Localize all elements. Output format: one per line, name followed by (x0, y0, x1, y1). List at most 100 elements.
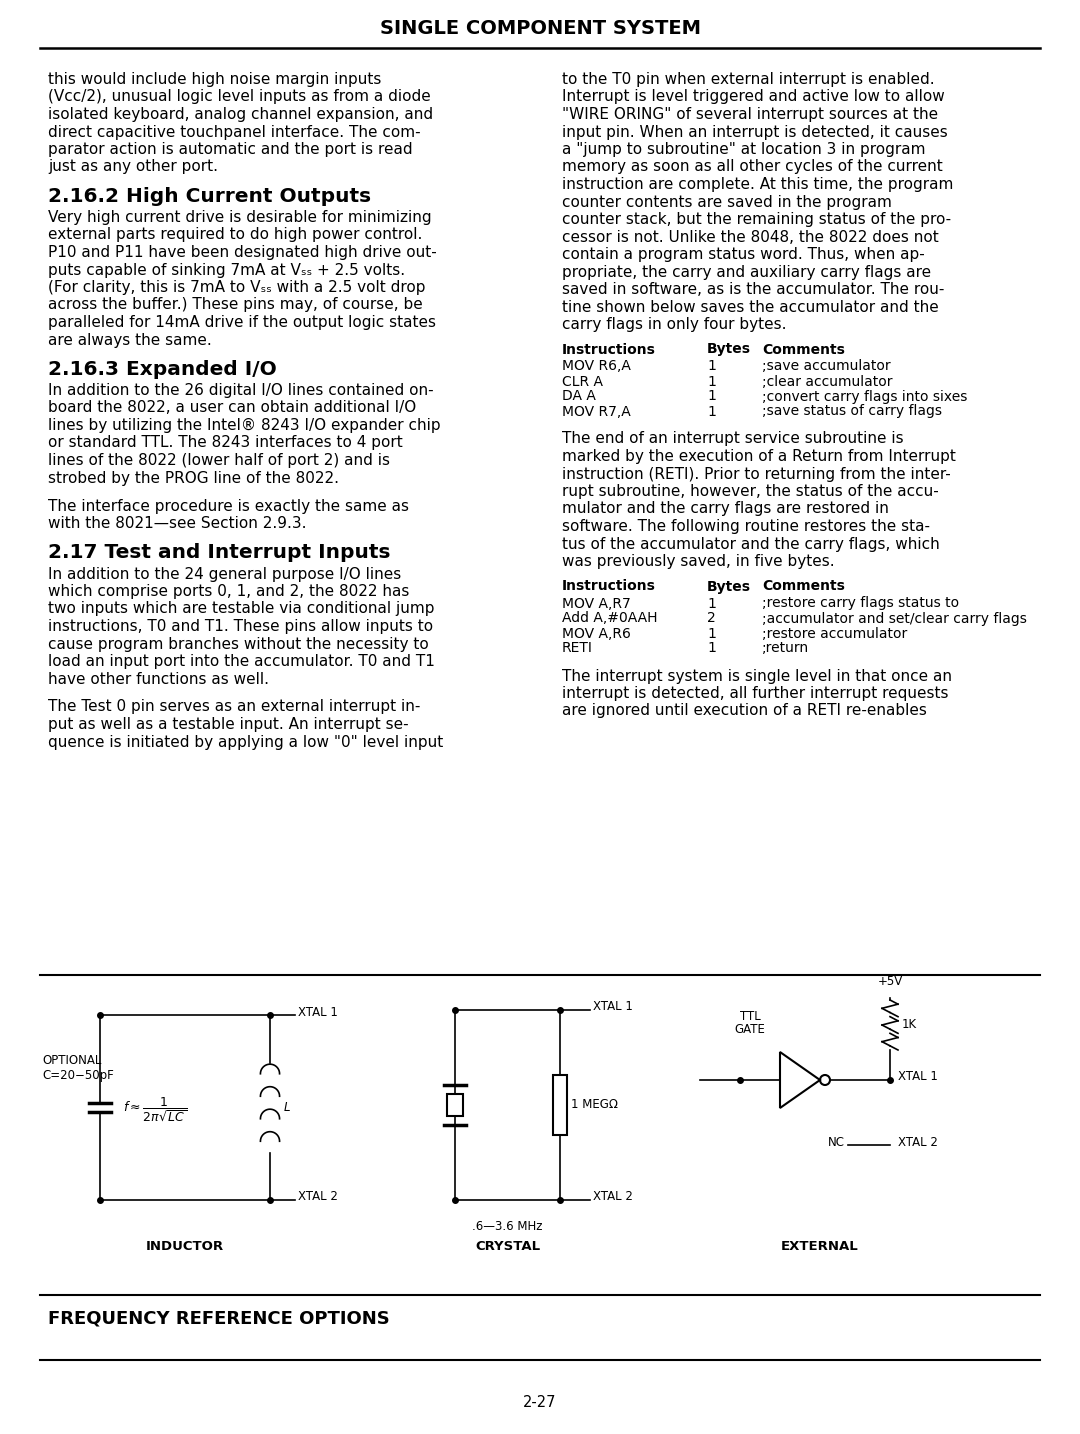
Text: direct capacitive touchpanel interface. The com-: direct capacitive touchpanel interface. … (48, 125, 420, 139)
Text: GATE: GATE (734, 1022, 766, 1035)
Text: 2: 2 (707, 611, 716, 625)
Text: XTAL 1: XTAL 1 (897, 1071, 937, 1084)
Text: XTAL 2: XTAL 2 (298, 1190, 338, 1203)
Text: instruction (RETI). Prior to returning from the inter-: instruction (RETI). Prior to returning f… (562, 466, 950, 482)
Text: tus of the accumulator and the carry flags, which: tus of the accumulator and the carry fla… (562, 536, 940, 552)
Text: CLR A: CLR A (562, 374, 603, 389)
Text: isolated keyboard, analog channel expansion, and: isolated keyboard, analog channel expans… (48, 108, 433, 122)
Text: P10 and P11 have been designated high drive out-: P10 and P11 have been designated high dr… (48, 245, 436, 260)
Text: $f \approx \dfrac{1}{2\pi\sqrt{LC}}$: $f \approx \dfrac{1}{2\pi\sqrt{LC}}$ (123, 1096, 187, 1124)
Text: The interrupt system is single level in that once an: The interrupt system is single level in … (562, 668, 951, 684)
Text: INDUCTOR: INDUCTOR (146, 1240, 224, 1253)
Text: instructions, T0 and T1. These pins allow inputs to: instructions, T0 and T1. These pins allo… (48, 619, 433, 634)
Text: lines of the 8022 (lower half of port 2) and is: lines of the 8022 (lower half of port 2)… (48, 453, 390, 467)
Text: paralleled for 14mA drive if the output logic states: paralleled for 14mA drive if the output … (48, 315, 436, 330)
Text: two inputs which are testable via conditional jump: two inputs which are testable via condit… (48, 601, 434, 617)
Text: SINGLE COMPONENT SYSTEM: SINGLE COMPONENT SYSTEM (379, 19, 701, 37)
Text: "WIRE ORING" of several interrupt sources at the: "WIRE ORING" of several interrupt source… (562, 108, 939, 122)
Text: have other functions as well.: have other functions as well. (48, 671, 269, 687)
Text: The end of an interrupt service subroutine is: The end of an interrupt service subrouti… (562, 432, 904, 446)
Text: 1: 1 (707, 390, 716, 403)
Text: cessor is not. Unlike the 8048, the 8022 does not: cessor is not. Unlike the 8048, the 8022… (562, 229, 939, 245)
Text: FREQUENCY REFERENCE OPTIONS: FREQUENCY REFERENCE OPTIONS (48, 1311, 390, 1328)
Text: interrupt is detected, all further interrupt requests: interrupt is detected, all further inter… (562, 685, 948, 701)
Text: propriate, the carry and auxiliary carry flags are: propriate, the carry and auxiliary carry… (562, 264, 931, 280)
Text: OPTIONAL: OPTIONAL (42, 1054, 102, 1067)
Text: cause program branches without the necessity to: cause program branches without the neces… (48, 637, 429, 651)
Text: load an input port into the accumulator. T0 and T1: load an input port into the accumulator.… (48, 654, 435, 670)
Text: In addition to the 24 general purpose I/O lines: In addition to the 24 general purpose I/… (48, 566, 402, 582)
Text: rupt subroutine, however, the status of the accu-: rupt subroutine, however, the status of … (562, 485, 939, 499)
Text: parator action is automatic and the port is read: parator action is automatic and the port… (48, 142, 413, 156)
Text: marked by the execution of a Return from Interrupt: marked by the execution of a Return from… (562, 449, 956, 465)
Text: 1K: 1K (902, 1018, 917, 1031)
Text: Bytes: Bytes (707, 579, 751, 594)
Text: ;save status of carry flags: ;save status of carry flags (762, 404, 942, 419)
Text: Comments: Comments (762, 579, 845, 594)
Text: (For clarity, this is 7mA to Vₛₛ with a 2.5 volt drop: (For clarity, this is 7mA to Vₛₛ with a … (48, 280, 426, 295)
Text: memory as soon as all other cycles of the current: memory as soon as all other cycles of th… (562, 159, 943, 175)
Text: Very high current drive is desirable for minimizing: Very high current drive is desirable for… (48, 209, 432, 225)
Text: In addition to the 26 digital I/O lines contained on-: In addition to the 26 digital I/O lines … (48, 383, 434, 399)
Text: 2.16.3 Expanded I/O: 2.16.3 Expanded I/O (48, 360, 276, 379)
Text: 1: 1 (707, 627, 716, 641)
Text: this would include high noise margin inputs: this would include high noise margin inp… (48, 72, 381, 87)
Text: or standard TTL. The 8243 interfaces to 4 port: or standard TTL. The 8243 interfaces to … (48, 436, 403, 450)
Text: just as any other port.: just as any other port. (48, 159, 218, 175)
Text: with the 8021—see Section 2.9.3.: with the 8021—see Section 2.9.3. (48, 516, 307, 531)
Text: Bytes: Bytes (707, 343, 751, 357)
Text: Interrupt is level triggered and active low to allow: Interrupt is level triggered and active … (562, 89, 945, 105)
Text: XTAL 1: XTAL 1 (298, 1005, 338, 1018)
Text: MOV R7,A: MOV R7,A (562, 404, 631, 419)
Text: 1 MEGΩ: 1 MEGΩ (571, 1098, 618, 1111)
Text: ;save accumulator: ;save accumulator (762, 360, 891, 373)
Text: MOV A,R6: MOV A,R6 (562, 627, 631, 641)
Text: are ignored until execution of a RETI re-enables: are ignored until execution of a RETI re… (562, 704, 927, 718)
Text: instruction are complete. At this time, the program: instruction are complete. At this time, … (562, 176, 954, 192)
Text: 1: 1 (707, 360, 716, 373)
Text: 2.17 Test and Interrupt Inputs: 2.17 Test and Interrupt Inputs (48, 543, 391, 562)
Text: a "jump to subroutine" at location 3 in program: a "jump to subroutine" at location 3 in … (562, 142, 926, 156)
Text: CRYSTAL: CRYSTAL (475, 1240, 540, 1253)
Text: EXTERNAL: EXTERNAL (781, 1240, 859, 1253)
Text: (Vᴄᴄ/2), unusual logic level inputs as from a diode: (Vᴄᴄ/2), unusual logic level inputs as f… (48, 89, 431, 105)
Text: ;restore accumulator: ;restore accumulator (762, 627, 907, 641)
Text: software. The following routine restores the sta-: software. The following routine restores… (562, 519, 930, 533)
Text: put as well as a testable input. An interrupt se-: put as well as a testable input. An inte… (48, 717, 408, 731)
Text: DA A: DA A (562, 390, 596, 403)
Text: MOV A,R7: MOV A,R7 (562, 597, 631, 611)
Text: board the 8022, a user can obtain additional I/O: board the 8022, a user can obtain additi… (48, 400, 416, 416)
Text: +5V: +5V (877, 975, 903, 988)
Text: mulator and the carry flags are restored in: mulator and the carry flags are restored… (562, 502, 889, 516)
Text: tine shown below saves the accumulator and the: tine shown below saves the accumulator a… (562, 300, 939, 314)
Text: external parts required to do high power control.: external parts required to do high power… (48, 228, 422, 242)
Text: Add A,#0AAH: Add A,#0AAH (562, 611, 658, 625)
Text: puts capable of sinking 7mA at Vₛₛ + 2.5 volts.: puts capable of sinking 7mA at Vₛₛ + 2.5… (48, 262, 405, 278)
Text: 1: 1 (707, 641, 716, 655)
Text: lines by utilizing the Intel® 8243 I/O expander chip: lines by utilizing the Intel® 8243 I/O e… (48, 417, 441, 433)
Text: input pin. When an interrupt is detected, it causes: input pin. When an interrupt is detected… (562, 125, 948, 139)
Text: ;convert carry flags into sixes: ;convert carry flags into sixes (762, 390, 968, 403)
Text: counter stack, but the remaining status of the pro-: counter stack, but the remaining status … (562, 212, 951, 227)
Text: L: L (284, 1101, 291, 1114)
Text: MOV R6,A: MOV R6,A (562, 360, 631, 373)
Text: quence is initiated by applying a low "0" level input: quence is initiated by applying a low "0… (48, 734, 443, 750)
Text: saved in software, as is the accumulator. The rou-: saved in software, as is the accumulator… (562, 282, 944, 297)
Text: The Test 0 pin serves as an external interrupt in-: The Test 0 pin serves as an external int… (48, 700, 420, 714)
Text: XTAL 2: XTAL 2 (897, 1136, 937, 1149)
Text: ;return: ;return (762, 641, 809, 655)
Text: across the buffer.) These pins may, of course, be: across the buffer.) These pins may, of c… (48, 297, 422, 313)
Text: Instructions: Instructions (562, 579, 656, 594)
Text: are always the same.: are always the same. (48, 333, 212, 347)
Text: 1: 1 (707, 597, 716, 611)
Text: ;restore carry flags status to: ;restore carry flags status to (762, 597, 959, 611)
Bar (447, 1094, 463, 1116)
Text: TTL: TTL (740, 1010, 760, 1022)
Text: was previously saved, in five bytes.: was previously saved, in five bytes. (562, 554, 835, 569)
Text: counter contents are saved in the program: counter contents are saved in the progra… (562, 195, 892, 209)
Text: which comprise ports 0, 1, and 2, the 8022 has: which comprise ports 0, 1, and 2, the 80… (48, 584, 409, 599)
Bar (553, 1076, 567, 1134)
Text: 1: 1 (707, 404, 716, 419)
Text: RETI: RETI (562, 641, 593, 655)
Text: .6—3.6 MHz: .6—3.6 MHz (472, 1220, 543, 1233)
